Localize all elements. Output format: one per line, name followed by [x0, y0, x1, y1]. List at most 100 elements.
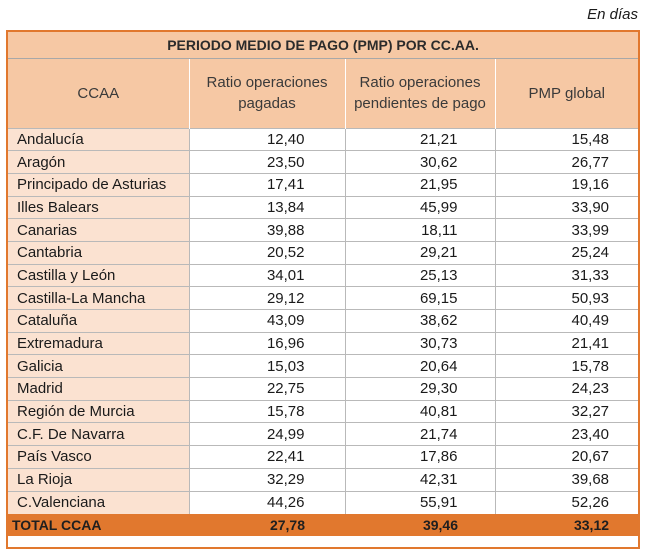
row-ccaa-cell: La Rioja — [8, 467, 190, 491]
row-ratio-pagadas-cell: 24,99 — [189, 422, 346, 446]
row-ratio-pendientes-cell: 21,21 — [345, 127, 496, 151]
table-row: Canarias 39,88 18,11 33,99 — [8, 218, 639, 242]
row-ratio-pendientes-cell: 45,99 — [345, 195, 496, 219]
table-row: La Rioja 32,29 42,31 39,68 — [8, 467, 639, 491]
column-header-ratio-pagadas: Ratio operaciones pagadas — [189, 58, 346, 128]
total-ratio-pendientes-cell: 39,46 — [345, 513, 495, 536]
table-row: C.F. De Navarra 24,99 21,74 23,40 — [8, 422, 639, 446]
row-ratio-pagadas-cell: 15,03 — [189, 354, 346, 378]
table-row: Andalucía 12,40 21,21 15,48 — [8, 127, 639, 151]
row-ccaa-cell: País Vasco — [8, 445, 190, 469]
table-row: Región de Murcia 15,78 40,81 32,27 — [8, 399, 639, 423]
row-ccaa-cell: Galicia — [8, 354, 190, 378]
table-row: Galicia 15,03 20,64 15,78 — [8, 354, 639, 378]
row-ratio-pendientes-cell: 55,91 — [345, 490, 496, 514]
row-pmp-global-cell: 19,16 — [495, 172, 639, 197]
table-row: Cantabria 20,52 29,21 25,24 — [8, 240, 639, 265]
table-row: Castilla y León 34,01 25,13 31,33 — [8, 263, 639, 287]
row-ratio-pagadas-cell: 43,09 — [189, 309, 346, 333]
pmp-table: PERIODO MEDIO DE PAGO (PMP) POR CC.AA. C… — [8, 32, 639, 536]
unit-note: En días — [587, 6, 638, 23]
row-ratio-pendientes-cell: 29,30 — [345, 377, 496, 401]
row-ratio-pagadas-cell: 22,75 — [189, 377, 346, 401]
total-row: TOTAL CCAA 27,78 39,46 33,12 — [8, 513, 639, 536]
table-title-row: PERIODO MEDIO DE PAGO (PMP) POR CC.AA. — [8, 32, 639, 59]
row-ratio-pendientes-cell: 40,81 — [345, 399, 496, 423]
row-pmp-global-cell: 26,77 — [495, 150, 639, 174]
row-pmp-global-cell: 20,67 — [495, 445, 639, 469]
row-ccaa-cell: Aragón — [8, 150, 190, 174]
row-pmp-global-cell: 21,41 — [495, 331, 639, 355]
column-header-row: CCAA Ratio operaciones pagadas Ratio ope… — [8, 58, 639, 128]
row-pmp-global-cell: 50,93 — [495, 286, 639, 310]
row-ratio-pendientes-cell: 29,21 — [345, 240, 496, 265]
table-row: Extremadura 16,96 30,73 21,41 — [8, 331, 639, 355]
row-ratio-pagadas-cell: 23,50 — [189, 150, 346, 174]
row-pmp-global-cell: 33,90 — [495, 195, 639, 219]
row-ccaa-cell: Cataluña — [8, 309, 190, 333]
row-ratio-pagadas-cell: 13,84 — [189, 195, 346, 219]
row-ccaa-cell: Madrid — [8, 377, 190, 401]
row-pmp-global-cell: 24,23 — [495, 377, 639, 401]
row-ccaa-cell: Principado de Asturias — [8, 172, 190, 197]
total-pmp-global-cell: 33,12 — [495, 513, 639, 536]
column-header-pmp-global: PMP global — [495, 58, 639, 128]
row-ratio-pendientes-cell: 38,62 — [345, 309, 496, 333]
row-pmp-global-cell: 52,26 — [495, 490, 639, 514]
row-ccaa-cell: Andalucía — [8, 127, 190, 151]
row-ratio-pagadas-cell: 29,12 — [189, 286, 346, 310]
total-ccaa-cell: TOTAL CCAA — [8, 513, 189, 536]
row-pmp-global-cell: 23,40 — [495, 422, 639, 446]
row-pmp-global-cell: 25,24 — [495, 240, 639, 265]
row-ratio-pagadas-cell: 44,26 — [189, 490, 346, 514]
row-ratio-pendientes-cell: 21,95 — [345, 172, 496, 197]
row-ccaa-cell: C.Valenciana — [8, 490, 190, 514]
table-row: C.Valenciana 44,26 55,91 52,26 — [8, 490, 639, 514]
row-ccaa-cell: Illes Balears — [8, 195, 190, 219]
row-ratio-pagadas-cell: 17,41 — [189, 172, 346, 197]
row-ratio-pagadas-cell: 32,29 — [189, 467, 346, 491]
table-row: Principado de Asturias 17,41 21,95 19,16 — [8, 172, 639, 197]
row-ccaa-cell: C.F. De Navarra — [8, 422, 190, 446]
row-ratio-pagadas-cell: 12,40 — [189, 127, 346, 151]
row-ratio-pagadas-cell: 20,52 — [189, 240, 346, 265]
table-row: Castilla-La Mancha 29,12 69,15 50,93 — [8, 286, 639, 310]
table-row: Aragón 23,50 30,62 26,77 — [8, 150, 639, 174]
row-ratio-pendientes-cell: 69,15 — [345, 286, 496, 310]
row-ratio-pendientes-cell: 21,74 — [345, 422, 496, 446]
row-pmp-global-cell: 40,49 — [495, 309, 639, 333]
total-ratio-pagadas-cell: 27,78 — [189, 513, 345, 536]
row-ratio-pendientes-cell: 42,31 — [345, 467, 496, 491]
row-pmp-global-cell: 15,48 — [495, 127, 639, 151]
row-ratio-pagadas-cell: 15,78 — [189, 399, 346, 423]
row-ratio-pendientes-cell: 25,13 — [345, 263, 496, 287]
pmp-table-frame: PERIODO MEDIO DE PAGO (PMP) POR CC.AA. C… — [6, 30, 640, 549]
table-row: Cataluña 43,09 38,62 40,49 — [8, 309, 639, 333]
table-row: Madrid 22,75 29,30 24,23 — [8, 377, 639, 401]
row-ccaa-cell: Castilla-La Mancha — [8, 286, 190, 310]
table-title: PERIODO MEDIO DE PAGO (PMP) POR CC.AA. — [8, 32, 639, 59]
row-pmp-global-cell: 33,99 — [495, 218, 639, 242]
row-ratio-pagadas-cell: 16,96 — [189, 331, 346, 355]
row-ccaa-cell: Extremadura — [8, 331, 190, 355]
table-row: País Vasco 22,41 17,86 20,67 — [8, 445, 639, 469]
row-ccaa-cell: Canarias — [8, 218, 190, 242]
row-ccaa-cell: Cantabria — [8, 240, 190, 265]
row-pmp-global-cell: 15,78 — [495, 354, 639, 378]
row-ratio-pendientes-cell: 30,62 — [345, 150, 496, 174]
row-ratio-pendientes-cell: 17,86 — [345, 445, 496, 469]
row-ccaa-cell: Castilla y León — [8, 263, 190, 287]
row-ratio-pagadas-cell: 22,41 — [189, 445, 346, 469]
column-header-ccaa: CCAA — [8, 58, 190, 128]
row-pmp-global-cell: 39,68 — [495, 467, 639, 491]
row-ratio-pendientes-cell: 30,73 — [345, 331, 496, 355]
row-ratio-pagadas-cell: 39,88 — [189, 218, 346, 242]
column-header-ratio-pendientes: Ratio operaciones pendientes de pago — [345, 58, 496, 128]
row-ratio-pendientes-cell: 18,11 — [345, 218, 496, 242]
row-ratio-pendientes-cell: 20,64 — [345, 354, 496, 378]
row-ccaa-cell: Región de Murcia — [8, 399, 190, 423]
row-pmp-global-cell: 32,27 — [495, 399, 639, 423]
row-ratio-pagadas-cell: 34,01 — [189, 263, 346, 287]
table-row: Illes Balears 13,84 45,99 33,90 — [8, 195, 639, 219]
row-pmp-global-cell: 31,33 — [495, 263, 639, 287]
